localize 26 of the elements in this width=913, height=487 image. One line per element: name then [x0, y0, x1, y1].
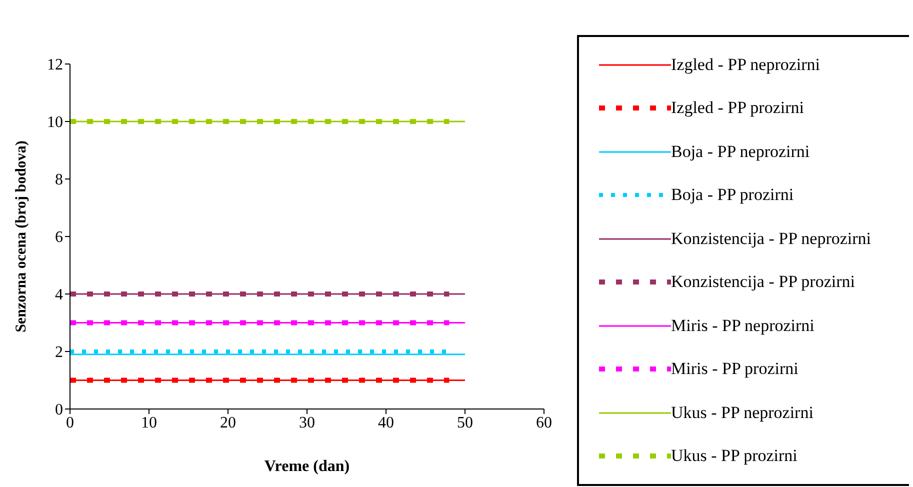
legend-label: Miris - PP neprozirni: [671, 316, 814, 336]
x-tick-label: 0: [66, 414, 74, 432]
legend-label: Izgled - PP prozirni: [671, 98, 804, 118]
y-tick-label: 12: [47, 56, 63, 74]
x-axis-title: Vreme (dan): [264, 458, 350, 475]
x-tick-label: 60: [536, 414, 552, 432]
legend-label: Ukus - PP neprozirni: [671, 402, 814, 423]
legend-label: Boja - PP neprozirni: [671, 142, 810, 162]
y-axis-title: Senzorna ocena (broj bodova): [13, 140, 30, 332]
legend-label: Ukus - PP prozirni: [671, 446, 798, 466]
y-tick-label: 0: [55, 402, 63, 419]
y-tick-label: 2: [55, 344, 63, 362]
legend-label: Konzistencija - PP neprozirni: [671, 228, 872, 249]
y-tick-label: 6: [55, 229, 63, 246]
legend-label: Boja - PP prozirni: [671, 185, 794, 206]
y-tick-label: 4: [55, 286, 63, 304]
x-tick-label: 10: [141, 414, 157, 432]
x-tick-label: 40: [378, 414, 394, 432]
legend-label: Konzistencija - PP prozirni: [671, 272, 855, 292]
x-tick-label: 20: [220, 414, 236, 432]
y-tick-label: 8: [55, 172, 63, 189]
x-tick-label: 30: [299, 414, 315, 432]
legend-label: Izgled - PP neprozirni: [671, 54, 820, 75]
y-tick-label: 10: [47, 114, 63, 132]
legend-label: Miris - PP prozirni: [671, 359, 798, 380]
x-tick-label: 50: [457, 414, 473, 432]
